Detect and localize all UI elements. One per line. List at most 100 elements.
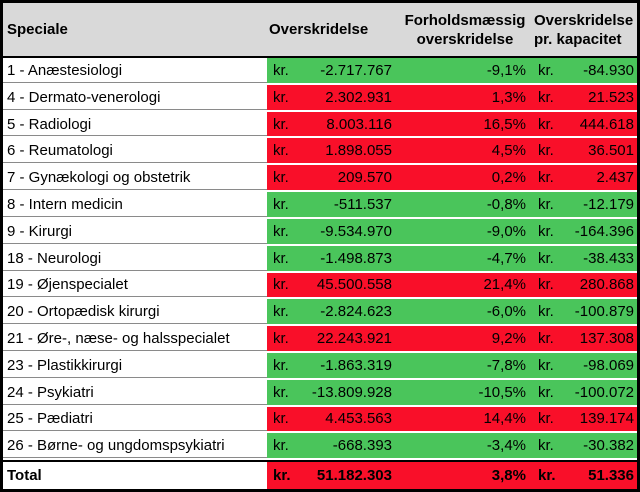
- overskridelse-cell[interactable]: kr. -668.393: [267, 433, 400, 461]
- pr-kapacitet-cell[interactable]: kr. -100.072: [530, 379, 637, 407]
- pr-kapacitet-cell[interactable]: kr. -100.879: [530, 299, 637, 327]
- header-overskridelse[interactable]: Overskridelse: [267, 3, 400, 56]
- currency-label: kr.: [538, 61, 554, 79]
- specialty-cell[interactable]: 26 - Børne- og ungdomspsykiatri: [3, 433, 267, 461]
- total-label-cell[interactable]: Total: [3, 462, 267, 489]
- specialty-cell[interactable]: 9 - Kirurgi: [3, 218, 267, 246]
- specialty-cell[interactable]: 19 - Øjenspecialet: [3, 272, 267, 300]
- currency-label: kr.: [538, 467, 556, 485]
- forholdsmaessig-cell[interactable]: 1,3%: [400, 84, 530, 112]
- specialty-label: Total: [7, 467, 42, 485]
- header-pr-kapacitet-line2: pr. kapacitet: [534, 30, 622, 48]
- table-row: 4 - Dermato-venerologi kr. 2.302.931 1,3% kr…: [3, 84, 637, 112]
- currency-label: kr.: [538, 169, 554, 187]
- header-speciale-label: Speciale: [7, 21, 68, 38]
- overskridelse-cell[interactable]: kr. -2.824.623: [267, 299, 400, 327]
- forholdsmaessig-cell[interactable]: -0,8%: [400, 192, 530, 219]
- forholdsmaessig-value: -6,0%: [486, 303, 526, 321]
- specialty-cell[interactable]: 4 - Dermato-venerologi: [3, 84, 267, 112]
- forholdsmaessig-cell[interactable]: 16,5%: [400, 111, 530, 139]
- pr-kapacitet-cell[interactable]: kr. 139.174: [530, 406, 637, 434]
- pr-kapacitet-cell[interactable]: kr. 280.868: [530, 272, 637, 300]
- overskridelse-cell[interactable]: kr. -13.809.928: [267, 379, 400, 407]
- currency-label: kr.: [273, 437, 289, 455]
- currency-label: kr.: [273, 195, 289, 213]
- pr-kapacitet-value: 444.618: [579, 115, 634, 133]
- pr-kapacitet-cell[interactable]: kr. -12.179: [530, 192, 637, 219]
- specialty-cell[interactable]: 6 - Reumatologi: [3, 138, 267, 166]
- overskridelse-cell[interactable]: kr. 4.453.563: [267, 406, 400, 434]
- forholdsmaessig-cell[interactable]: 21,4%: [400, 272, 530, 300]
- overskridelse-cell[interactable]: kr. 22.243.921: [267, 326, 400, 353]
- currency-label: kr.: [273, 142, 289, 160]
- currency-label: kr.: [273, 383, 289, 401]
- pr-kapacitet-cell[interactable]: kr. 36.501: [530, 138, 637, 166]
- pr-kapacitet-value: -98.069: [583, 356, 634, 374]
- pr-kapacitet-cell[interactable]: kr. 51.336: [530, 462, 637, 489]
- header-forholdsmaessig-overskridelse[interactable]: Forholdsmæssig overskridelse: [400, 3, 530, 56]
- forholdsmaessig-cell[interactable]: -10,5%: [400, 379, 530, 407]
- overskridelse-cell[interactable]: kr. 51.182.303: [267, 462, 400, 489]
- specialty-cell[interactable]: 25 - Pædiatri: [3, 406, 267, 434]
- pr-kapacitet-cell[interactable]: kr. 444.618: [530, 111, 637, 139]
- overskridelse-cell[interactable]: kr. 45.500.558: [267, 272, 400, 300]
- overskridelse-cell[interactable]: kr. -1.863.319: [267, 352, 400, 380]
- specialty-cell[interactable]: 5 - Radiologi: [3, 111, 267, 139]
- forholdsmaessig-cell[interactable]: -9,0%: [400, 218, 530, 246]
- specialty-label: 7 - Gynækologi og obstetrik: [7, 169, 191, 187]
- specialty-cell[interactable]: 18 - Neurologi: [3, 245, 267, 273]
- overskridelse-value: -1.863.319: [320, 356, 392, 374]
- overskridelse-cell[interactable]: kr. -1.498.873: [267, 245, 400, 273]
- pr-kapacitet-value: -12.179: [583, 195, 634, 213]
- specialty-cell[interactable]: 24 - Psykiatri: [3, 379, 267, 407]
- forholdsmaessig-cell[interactable]: -9,1%: [400, 58, 530, 85]
- forholdsmaessig-value: 16,5%: [483, 115, 526, 133]
- pr-kapacitet-cell[interactable]: kr. 21.523: [530, 84, 637, 112]
- pr-kapacitet-cell[interactable]: kr. 137.308: [530, 326, 637, 353]
- pr-kapacitet-cell[interactable]: kr. -164.396: [530, 218, 637, 246]
- table-row: 6 - Reumatologi kr. 1.898.055 4,5% kr. 36.501: [3, 138, 637, 166]
- specialty-cell[interactable]: 1 - Anæstesiologi: [3, 58, 267, 85]
- currency-label: kr.: [273, 249, 289, 267]
- forholdsmaessig-cell[interactable]: -3,4%: [400, 433, 530, 461]
- pr-kapacitet-cell[interactable]: kr. -98.069: [530, 352, 637, 380]
- currency-label: kr.: [538, 142, 554, 160]
- overskridelse-cell[interactable]: kr. -511.537: [267, 192, 400, 219]
- header-speciale[interactable]: Speciale: [3, 3, 267, 56]
- specialty-cell[interactable]: 21 - Øre-, næse- og halsspecialet: [3, 326, 267, 353]
- specialty-cell[interactable]: 20 - Ortopædisk kirurgi: [3, 299, 267, 327]
- forholdsmaessig-cell[interactable]: 0,2%: [400, 165, 530, 193]
- currency-label: kr.: [538, 195, 554, 213]
- overskridelse-cell[interactable]: kr. 8.003.116: [267, 111, 400, 139]
- specialty-label: 18 - Neurologi: [7, 249, 102, 267]
- pr-kapacitet-cell[interactable]: kr. -38.433: [530, 245, 637, 273]
- forholdsmaessig-cell[interactable]: -7,8%: [400, 352, 530, 380]
- forholdsmaessig-value: -9,1%: [486, 61, 526, 79]
- currency-label: kr.: [538, 437, 554, 455]
- overskridelse-cell[interactable]: kr. -2.717.767: [267, 58, 400, 85]
- pr-kapacitet-cell[interactable]: kr. 2.437: [530, 165, 637, 193]
- currency-label: kr.: [273, 115, 289, 133]
- currency-label: kr.: [538, 222, 554, 240]
- pr-kapacitet-cell[interactable]: kr. -30.382: [530, 433, 637, 461]
- overskridelse-value: -2.824.623: [320, 303, 392, 321]
- forholdsmaessig-cell[interactable]: -6,0%: [400, 299, 530, 327]
- currency-label: kr.: [273, 330, 289, 348]
- forholdsmaessig-cell[interactable]: 14,4%: [400, 406, 530, 434]
- specialty-cell[interactable]: 23 - Plastikkirurgi: [3, 352, 267, 380]
- overskridelse-cell[interactable]: kr. 2.302.931: [267, 84, 400, 112]
- forholdsmaessig-value: -10,5%: [478, 383, 526, 401]
- overskridelse-cell[interactable]: kr. 209.570: [267, 165, 400, 193]
- overskridelse-cell[interactable]: kr. -9.534.970: [267, 218, 400, 246]
- forholdsmaessig-cell[interactable]: 3,8%: [400, 462, 530, 489]
- specialty-cell[interactable]: 8 - Intern medicin: [3, 192, 267, 219]
- currency-label: kr.: [273, 410, 289, 428]
- forholdsmaessig-cell[interactable]: -4,7%: [400, 245, 530, 273]
- specialty-cell[interactable]: 7 - Gynækologi og obstetrik: [3, 165, 267, 193]
- pr-kapacitet-cell[interactable]: kr. -84.930: [530, 58, 637, 85]
- overskridelse-cell[interactable]: kr. 1.898.055: [267, 138, 400, 166]
- forholdsmaessig-cell[interactable]: 4,5%: [400, 138, 530, 166]
- forholdsmaessig-cell[interactable]: 9,2%: [400, 326, 530, 353]
- header-overskridelse-pr-kapacitet[interactable]: Overskridelse pr. kapacitet: [530, 3, 637, 56]
- currency-label: kr.: [538, 115, 554, 133]
